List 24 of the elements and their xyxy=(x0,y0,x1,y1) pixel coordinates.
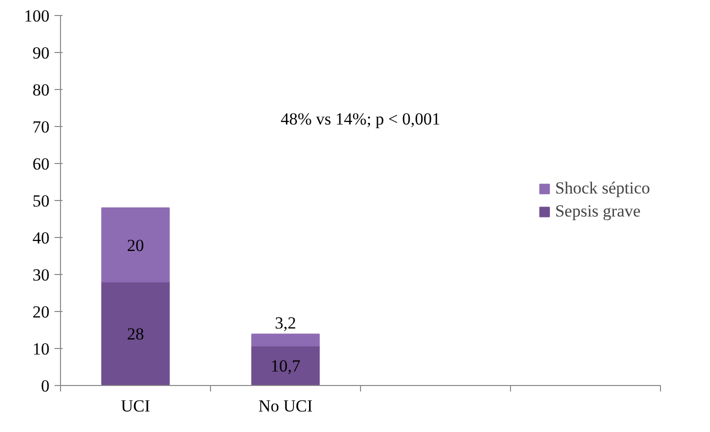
y-tick-label: 100 xyxy=(24,6,50,26)
y-tick-label: 60 xyxy=(32,154,50,174)
y-tick-label: 50 xyxy=(32,192,50,210)
bar xyxy=(251,334,320,346)
y-tick-label: 90 xyxy=(32,44,50,62)
data-label: 28 xyxy=(127,324,144,344)
data-label: 10,7 xyxy=(270,356,301,376)
annotation: 48% vs 14%; p < 0,001 xyxy=(280,110,440,129)
y-tick-label: 70 xyxy=(32,118,50,136)
y-tick-label: 20 xyxy=(32,302,50,322)
x-tick-label: UCI xyxy=(120,396,150,416)
x-tick-label: No UCI xyxy=(258,396,313,416)
y-tick-label: 30 xyxy=(32,266,50,284)
bar xyxy=(101,207,170,282)
y-tick-label: 0 xyxy=(41,376,50,396)
data-label: 20 xyxy=(127,236,144,255)
y-tick-label: 10 xyxy=(32,340,50,358)
bar xyxy=(251,345,320,386)
y-tick-label: 40 xyxy=(32,228,50,248)
bar xyxy=(101,281,170,386)
data-label: 3,2 xyxy=(274,314,296,333)
legend-label: Sepsis grave xyxy=(555,202,641,222)
y-tick-label: 80 xyxy=(32,80,50,100)
legend-label: Shock séptico xyxy=(555,178,650,198)
